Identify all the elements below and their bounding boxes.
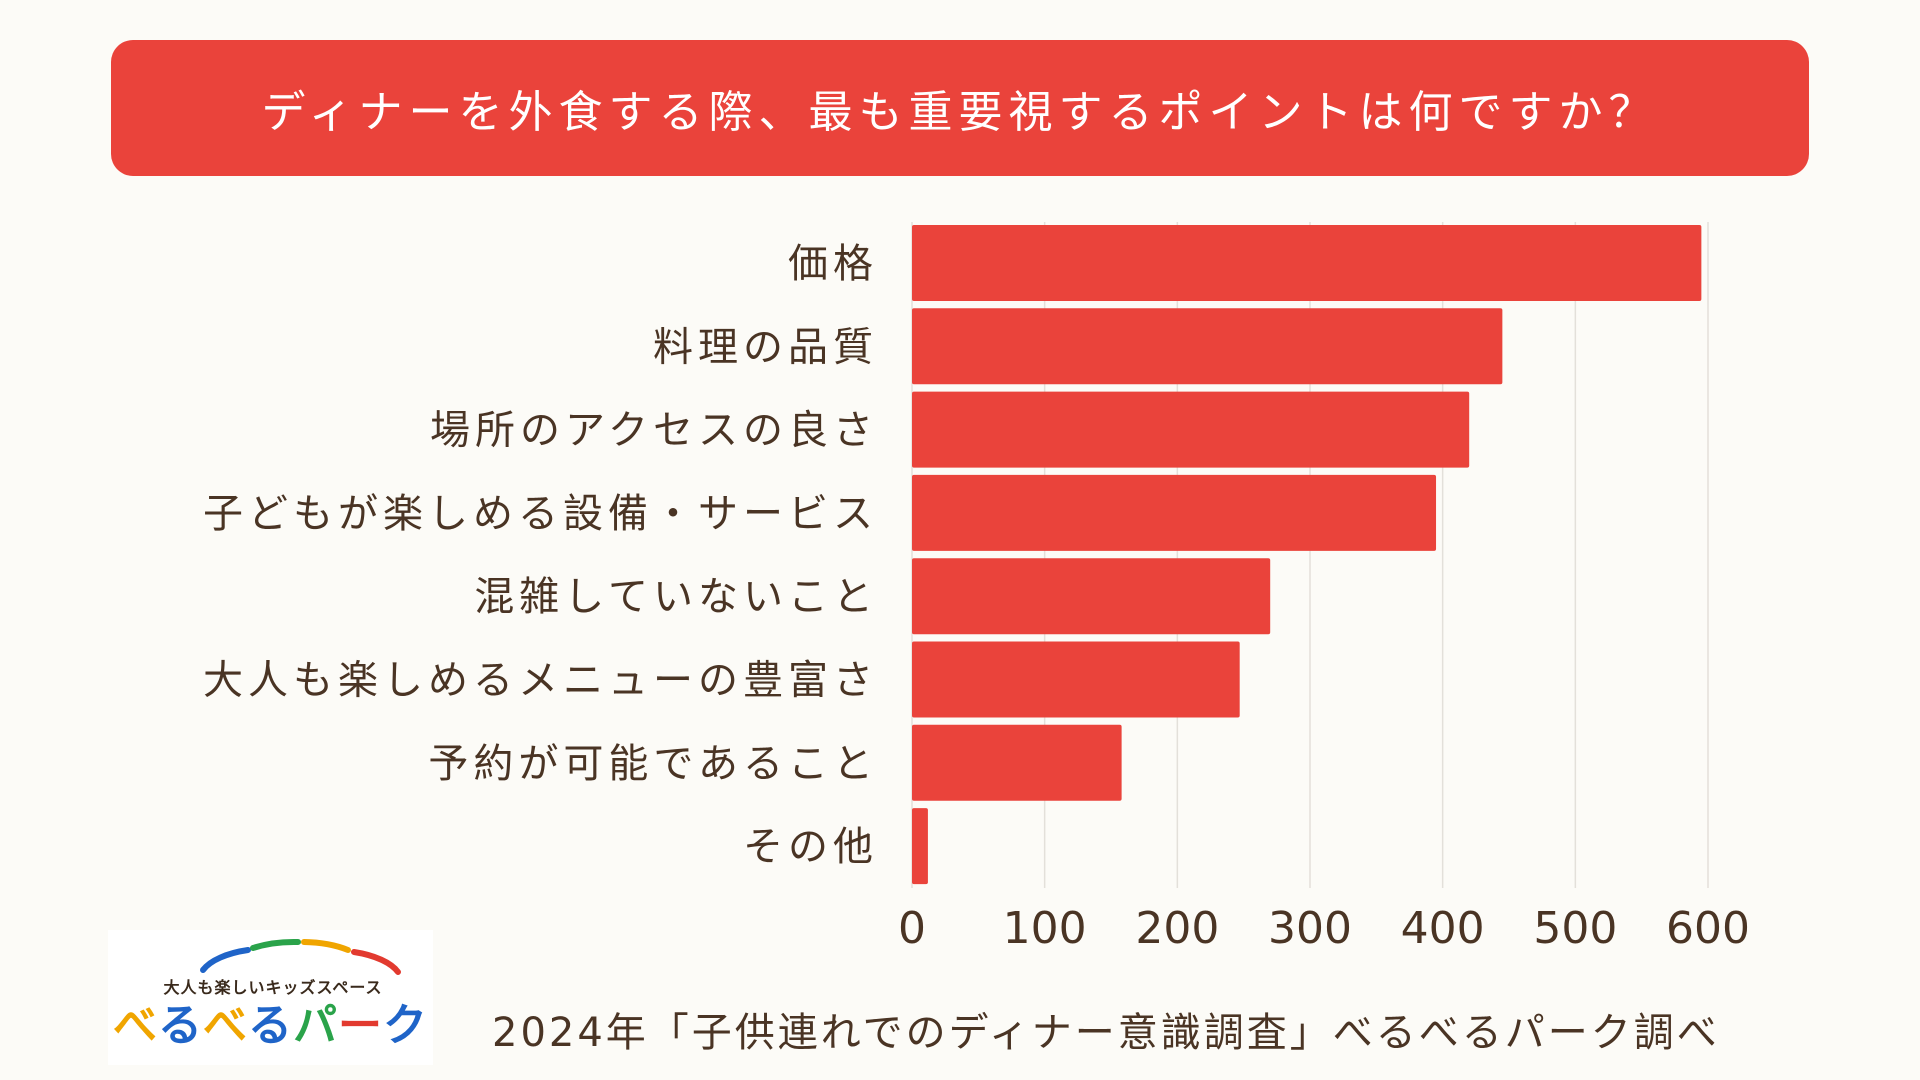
chart-title: ディナーを外食する際、最も重要視するポイントは何ですか？ bbox=[261, 87, 1659, 138]
x-tick-label: 0 bbox=[898, 903, 926, 954]
x-tick-label: 500 bbox=[1533, 903, 1617, 954]
x-tick-label: 300 bbox=[1268, 903, 1352, 954]
logo-char: べ bbox=[113, 1000, 158, 1051]
x-tick-label: 200 bbox=[1135, 903, 1219, 954]
logo-name: べるべるパーク bbox=[108, 998, 433, 1054]
bar bbox=[912, 474, 1437, 551]
logo-char: ー bbox=[338, 1000, 383, 1051]
category-label: 大人も楽しめるメニューの豊富さ bbox=[203, 658, 878, 704]
bar bbox=[912, 641, 1240, 718]
logo-tagline: 大人も楽しいキッズスペース bbox=[163, 978, 383, 997]
category-label: その他 bbox=[743, 824, 878, 870]
rainbow-arc-icon bbox=[200, 938, 401, 975]
logo-char: パ bbox=[293, 1000, 338, 1051]
category-label: 場所のアクセスの良さ bbox=[430, 408, 878, 454]
bar bbox=[912, 808, 928, 885]
bar bbox=[912, 724, 1122, 801]
logo-char: る bbox=[158, 1000, 203, 1051]
logo-char: べ bbox=[203, 1000, 248, 1051]
category-label: 混雑していないこと bbox=[474, 574, 878, 620]
bar bbox=[912, 308, 1503, 385]
source-credit: 2024年「子供連れでのディナー意識調査」べるべるパーク調べ bbox=[492, 1010, 1720, 1056]
category-label: 価格 bbox=[788, 241, 878, 287]
bar bbox=[912, 558, 1271, 635]
category-label: 子どもが楽しめる設備・サービス bbox=[203, 491, 878, 537]
bar bbox=[912, 391, 1470, 468]
logo-char: る bbox=[248, 1000, 293, 1051]
logo-char: ク bbox=[383, 1000, 428, 1051]
bar bbox=[912, 225, 1702, 301]
x-tick-label: 100 bbox=[1003, 903, 1087, 954]
x-tick-label: 400 bbox=[1401, 903, 1485, 954]
brand-logo: 大人も楽しいキッズスペース べるべるパーク bbox=[108, 930, 433, 1065]
category-label: 料理の品質 bbox=[653, 324, 878, 370]
x-tick-label: 600 bbox=[1666, 903, 1750, 954]
category-label: 予約が可能であること bbox=[428, 741, 878, 787]
title-banner: ディナーを外食する際、最も重要視するポイントは何ですか？ bbox=[111, 40, 1809, 176]
